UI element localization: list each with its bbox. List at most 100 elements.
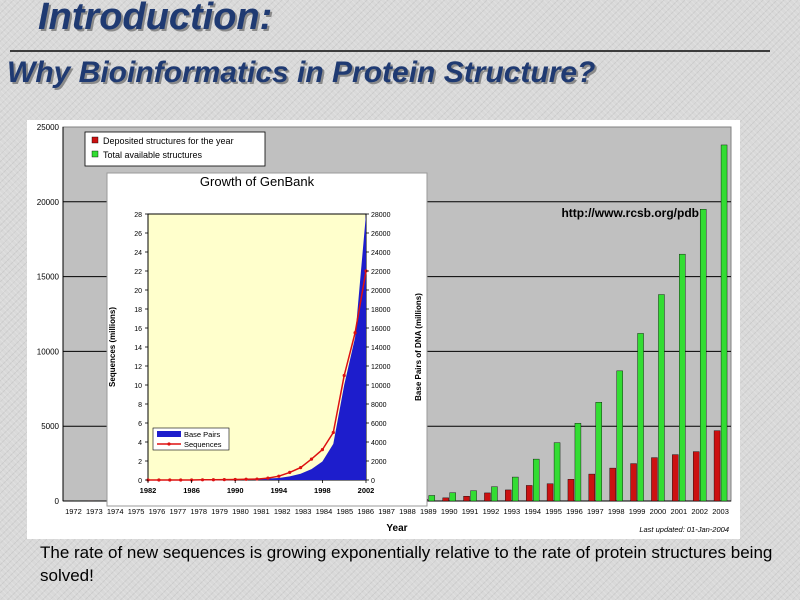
- bar-deposited: [505, 489, 512, 502]
- sequences-point: [168, 478, 172, 482]
- last-updated-note: Last updated: 01-Jan-2004: [639, 525, 729, 534]
- x-tick-label: 1985: [336, 507, 353, 516]
- x-tick-label: 1973: [86, 507, 103, 516]
- genbank-y2-tick-label: 10000: [371, 383, 391, 390]
- x-tick-label: 1990: [441, 507, 458, 516]
- genbank-y-tick-label: 24: [134, 250, 142, 257]
- genbank-y-tick-label: 16: [134, 326, 142, 333]
- x-tick-label: 1984: [316, 507, 333, 516]
- bar-deposited: [651, 457, 658, 502]
- sequences-point: [277, 474, 281, 478]
- genbank-x-tick-label: 2002: [358, 486, 375, 495]
- legend-box: [84, 131, 266, 167]
- legend-swatch: [91, 136, 99, 144]
- x-tick-label: 1986: [357, 507, 374, 516]
- x-tick-label: 1975: [128, 507, 145, 516]
- x-tick-label: 1997: [587, 507, 604, 516]
- title-divider: [10, 50, 770, 52]
- sequences-point: [288, 470, 292, 474]
- bar-deposited: [525, 485, 533, 502]
- genbank-y2-tick-label: 28000: [371, 212, 391, 219]
- bar-total: [449, 492, 456, 502]
- bar-deposited: [484, 492, 491, 502]
- genbank-y-tick-label: 22: [134, 269, 142, 276]
- sequences-point: [157, 478, 161, 482]
- x-tick-label: 1989: [420, 507, 437, 516]
- genbank-x-tick-label: 1994: [270, 486, 288, 495]
- bar-total: [470, 490, 477, 502]
- sequences-point: [299, 466, 303, 470]
- genbank-y-tick-label: 6: [138, 421, 142, 428]
- x-tick-label: 1978: [190, 507, 207, 516]
- sequences-point: [342, 373, 346, 378]
- x-tick-label: 1991: [462, 507, 479, 516]
- genbank-y-tick-label: 14: [134, 345, 142, 352]
- sequences-point: [244, 477, 248, 481]
- genbank-y-tick-label: 2: [138, 459, 142, 466]
- genbank-y2-tick-label: 12000: [371, 364, 391, 371]
- genbank-y-tick-label: 0: [138, 478, 142, 485]
- genbank-x-tick-label: 1990: [227, 486, 244, 495]
- genbank-y2-tick-label: 6000: [371, 421, 387, 428]
- x-tick-label: 1999: [629, 507, 646, 516]
- y-tick-label: 0: [55, 497, 60, 506]
- genbank-y2-tick-label: 26000: [371, 231, 391, 238]
- genbank-title: Growth of GenBank: [200, 174, 315, 189]
- genbank-y-tick-label: 4: [138, 440, 142, 447]
- x-tick-label: 2000: [650, 507, 667, 516]
- bar-deposited: [609, 467, 616, 502]
- bar-total: [658, 294, 665, 502]
- sequences-point: [320, 448, 324, 452]
- genbank-y2-tick-label: 22000: [371, 269, 391, 276]
- bar-total: [616, 370, 623, 502]
- bar-total: [699, 209, 707, 502]
- y-tick-label: 10000: [37, 347, 60, 356]
- x-tick-label: 1981: [253, 507, 270, 516]
- sequences-point: [222, 478, 226, 482]
- genbank-y2-tick-label: 16000: [371, 326, 391, 333]
- sequences-point: [309, 457, 314, 461]
- bar-total: [574, 423, 582, 502]
- bar-deposited: [692, 451, 700, 502]
- genbank-x-tick-label: 1998: [314, 486, 331, 495]
- bar-total: [553, 442, 561, 502]
- sequences-point: [255, 477, 259, 481]
- bar-deposited: [630, 463, 637, 502]
- sequences-point: [266, 476, 270, 480]
- x-tick-label: 1979: [211, 507, 228, 516]
- genbank-y2-tick-label: 2000: [371, 459, 387, 466]
- genbank-x-tick-label: 1982: [140, 486, 157, 495]
- genbank-y-tick-label: 10: [134, 383, 142, 390]
- y-tick-label: 5000: [41, 422, 59, 431]
- bar-total: [532, 458, 540, 502]
- x-tick-label: 2001: [670, 507, 687, 516]
- bar-total: [428, 495, 436, 502]
- slide-subtitle: Why Bioinformatics in Protein Structure?: [7, 56, 596, 89]
- genbank-legend-label: Base Pairs: [184, 430, 221, 439]
- x-tick-label: 1987: [378, 507, 395, 516]
- genbank-y-axis-title: Sequences (millions): [108, 307, 117, 387]
- x-tick-label: 1998: [608, 507, 625, 516]
- slide-caption: The rate of new sequences is growing exp…: [40, 543, 773, 585]
- genbank-legend-swatch-base-pairs: [157, 431, 181, 437]
- bar-deposited: [442, 497, 449, 502]
- bar-total: [491, 486, 498, 502]
- genbank-y2-tick-label: 14000: [371, 345, 391, 352]
- x-axis-title: Year: [386, 523, 407, 534]
- legend-label: Total available structures: [103, 150, 203, 160]
- genbank-legend-label: Sequences: [184, 440, 222, 449]
- bar-deposited: [463, 496, 470, 502]
- pdb-growth-chart-panel: 0 5000 10000 15000 20000 25000 1972 1973 1974 197…: [27, 120, 740, 539]
- x-tick-label: 2003: [712, 507, 729, 516]
- x-tick-label: 1983: [295, 507, 312, 516]
- genbank-y-tick-label: 8: [138, 402, 142, 409]
- genbank-y2-tick-label: 0: [371, 478, 375, 485]
- bar-deposited: [546, 483, 554, 502]
- genbank-y2-tick-label: 18000: [371, 307, 391, 314]
- x-tick-label: 1972: [65, 507, 82, 516]
- bar-total: [637, 333, 644, 502]
- genbank-y-tick-label: 28: [134, 212, 142, 219]
- genbank-x-tick-label: 1986: [183, 486, 200, 495]
- bar-total: [720, 144, 728, 502]
- sequences-point: [353, 331, 357, 335]
